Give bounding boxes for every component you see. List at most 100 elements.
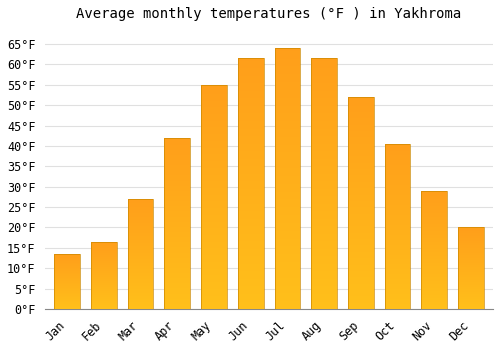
Bar xyxy=(422,294,447,295)
Bar xyxy=(201,161,227,163)
Bar xyxy=(128,221,154,222)
Bar xyxy=(164,249,190,251)
Bar xyxy=(385,190,410,192)
Bar xyxy=(385,195,410,197)
Bar xyxy=(128,287,154,288)
Bar xyxy=(274,280,300,283)
Bar xyxy=(274,82,300,85)
Bar xyxy=(54,281,80,282)
Bar xyxy=(238,63,264,66)
Bar xyxy=(458,302,484,303)
Bar xyxy=(91,276,117,277)
Bar xyxy=(201,226,227,228)
Bar xyxy=(312,113,337,116)
Bar xyxy=(312,271,337,274)
Bar xyxy=(458,298,484,299)
Bar xyxy=(91,261,117,262)
Bar xyxy=(422,237,447,238)
Bar xyxy=(348,305,374,307)
Bar xyxy=(458,247,484,248)
Bar xyxy=(201,121,227,123)
Bar xyxy=(128,300,154,301)
Bar xyxy=(422,259,447,260)
Bar xyxy=(91,269,117,270)
Bar xyxy=(422,266,447,268)
Bar xyxy=(385,200,410,202)
Bar xyxy=(128,266,154,267)
Bar xyxy=(422,196,447,197)
Bar xyxy=(385,233,410,235)
Bar xyxy=(274,275,300,278)
Bar xyxy=(274,56,300,58)
Bar xyxy=(422,203,447,204)
Bar xyxy=(201,208,227,210)
Bar xyxy=(238,271,264,274)
Bar xyxy=(385,175,410,177)
Bar xyxy=(54,292,80,293)
Bar xyxy=(201,110,227,112)
Bar xyxy=(458,268,484,269)
Bar xyxy=(91,260,117,261)
Bar xyxy=(458,261,484,262)
Bar xyxy=(385,256,410,258)
Bar xyxy=(312,81,337,83)
Bar xyxy=(422,281,447,282)
Bar xyxy=(422,224,447,225)
Bar xyxy=(422,250,447,251)
Bar xyxy=(312,181,337,184)
Bar xyxy=(422,260,447,262)
Bar xyxy=(348,173,374,175)
Bar xyxy=(128,235,154,236)
Bar xyxy=(128,230,154,231)
Bar xyxy=(201,183,227,186)
Bar xyxy=(164,150,190,152)
Bar xyxy=(91,280,117,281)
Bar xyxy=(274,53,300,56)
Bar xyxy=(201,107,227,110)
Bar xyxy=(422,231,447,232)
Bar xyxy=(128,217,154,218)
Bar xyxy=(274,95,300,98)
Bar xyxy=(238,281,264,284)
Bar xyxy=(128,286,154,287)
Bar xyxy=(348,97,374,99)
Bar xyxy=(312,106,337,108)
Bar xyxy=(91,242,117,243)
Bar xyxy=(201,177,227,179)
Bar xyxy=(458,251,484,252)
Bar xyxy=(422,239,447,240)
Bar xyxy=(274,108,300,111)
Bar xyxy=(312,61,337,63)
Bar xyxy=(385,183,410,185)
Bar xyxy=(238,307,264,309)
Bar xyxy=(201,248,227,251)
Bar xyxy=(128,208,154,209)
Bar xyxy=(458,265,484,266)
Bar xyxy=(385,222,410,223)
Bar xyxy=(312,104,337,106)
Bar xyxy=(238,76,264,78)
Bar xyxy=(274,121,300,124)
Bar xyxy=(422,290,447,291)
Bar xyxy=(458,300,484,301)
Bar xyxy=(54,278,80,279)
Bar xyxy=(385,147,410,149)
Bar xyxy=(201,136,227,139)
Bar xyxy=(164,261,190,263)
Bar xyxy=(385,258,410,259)
Bar xyxy=(422,236,447,237)
Bar xyxy=(422,226,447,228)
Bar xyxy=(164,254,190,256)
Bar xyxy=(54,296,80,297)
Bar xyxy=(348,122,374,125)
Bar xyxy=(422,233,447,235)
Bar xyxy=(274,106,300,108)
Bar xyxy=(385,289,410,291)
Bar xyxy=(385,273,410,274)
Bar xyxy=(312,86,337,89)
Bar xyxy=(385,245,410,246)
Bar xyxy=(164,247,190,249)
Bar xyxy=(385,254,410,256)
Bar xyxy=(54,275,80,276)
Bar xyxy=(422,245,447,246)
